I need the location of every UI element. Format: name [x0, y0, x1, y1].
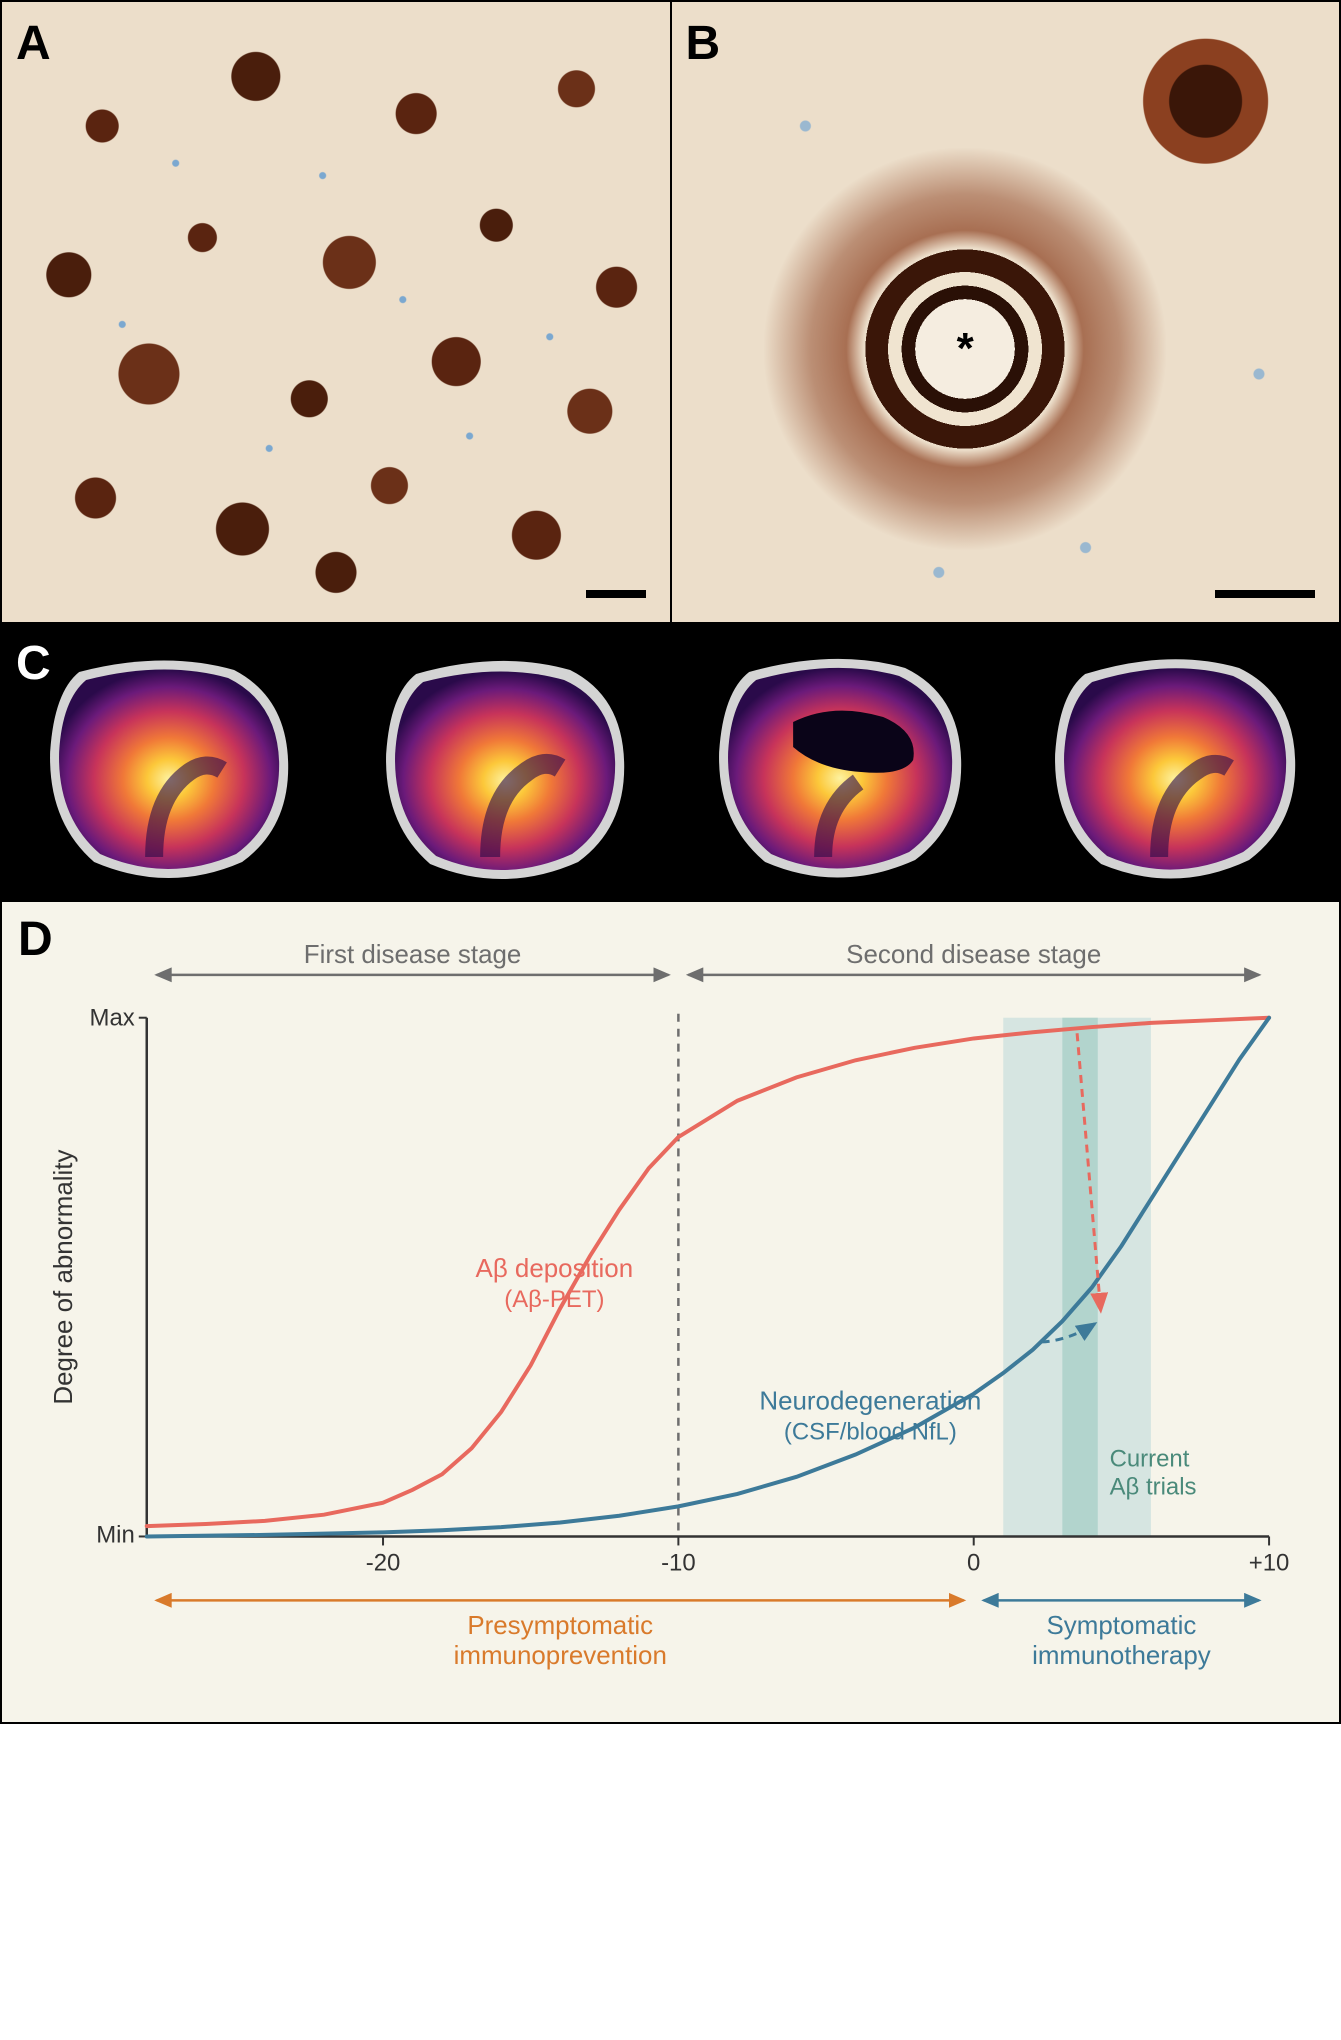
svg-text:Max: Max	[90, 1005, 135, 1032]
svg-text:Neurodegeneration: Neurodegeneration	[759, 1387, 981, 1415]
svg-text:Degree of abnormality: Degree of abnormality	[50, 1150, 78, 1405]
panel-d-label: D	[18, 912, 53, 967]
svg-text:(Aβ-PET): (Aβ-PET)	[504, 1286, 604, 1313]
svg-text:Current: Current	[1110, 1445, 1190, 1472]
svg-text:-20: -20	[366, 1549, 401, 1576]
scale-bar-a	[586, 590, 646, 598]
svg-text:immunoprevention: immunoprevention	[454, 1642, 667, 1670]
svg-text:(CSF/blood NfL): (CSF/blood NfL)	[784, 1418, 957, 1445]
panel-a-label: A	[16, 16, 51, 71]
histology-a-image	[2, 2, 670, 622]
figure-container: A B * C	[0, 0, 1341, 1724]
disease-stage-chart: First disease stage Second disease stage M…	[42, 932, 1299, 1702]
panel-d: D First disease stage Second disease stag…	[2, 902, 1339, 1722]
scale-bar-b	[1215, 590, 1315, 598]
svg-text:Aβ deposition: Aβ deposition	[476, 1255, 634, 1283]
panel-b-label: B	[686, 16, 721, 71]
panel-c: C	[2, 622, 1339, 902]
brain-scan-4	[1007, 622, 1337, 902]
svg-text:Symptomatic: Symptomatic	[1046, 1612, 1196, 1640]
asterisk-marker: *	[957, 324, 974, 374]
brain-scan-3	[673, 622, 1003, 902]
svg-text:0: 0	[967, 1549, 980, 1576]
svg-text:Min: Min	[96, 1521, 135, 1548]
histology-row: A B *	[2, 2, 1339, 622]
histology-b-image: *	[672, 2, 1340, 622]
svg-text:Second disease stage: Second disease stage	[846, 941, 1101, 969]
svg-text:First disease stage: First disease stage	[304, 941, 522, 969]
svg-text:Aβ trials: Aβ trials	[1110, 1473, 1197, 1500]
panel-c-label: C	[16, 636, 51, 691]
brain-scan-2	[338, 622, 668, 902]
svg-text:+10: +10	[1249, 1549, 1290, 1576]
brain-scan-1	[4, 622, 334, 902]
panel-b: B *	[672, 2, 1340, 622]
svg-text:immunotherapy: immunotherapy	[1032, 1642, 1211, 1670]
svg-text:-10: -10	[661, 1549, 696, 1576]
panel-a: A	[2, 2, 670, 622]
svg-text:Presymptomatic: Presymptomatic	[467, 1612, 653, 1640]
